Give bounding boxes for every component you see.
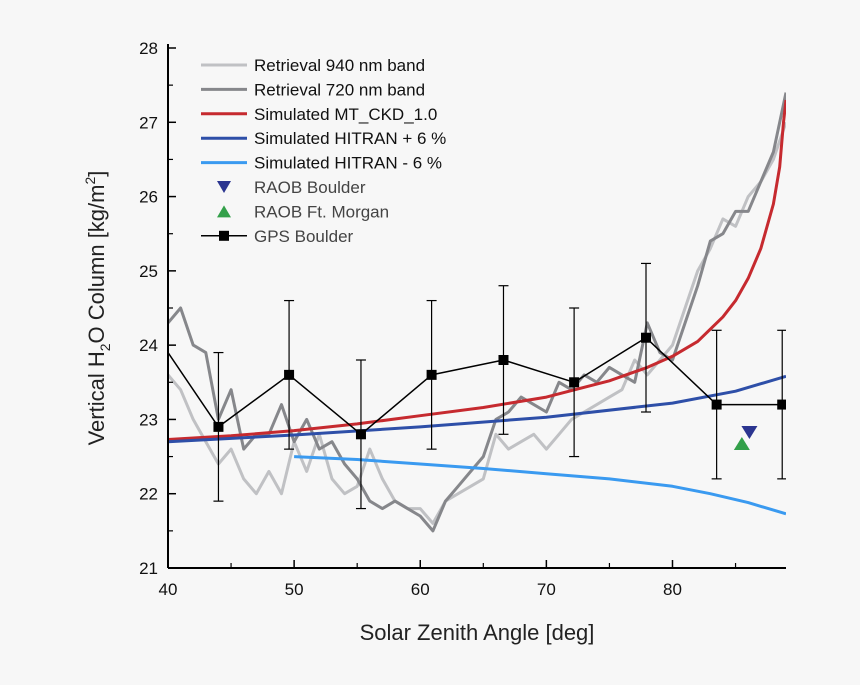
data-point-gps-boulder xyxy=(641,332,652,343)
x-tick-label: 80 xyxy=(663,580,682,599)
data-point-gps-boulder xyxy=(569,377,580,388)
data-point-raob-ft-morgan xyxy=(733,436,750,450)
series-line-retrieval-720-nm-band xyxy=(168,92,786,533)
y-tick-label: 28 xyxy=(139,39,158,58)
x-tick-label: 60 xyxy=(411,580,430,599)
series-line-gps-boulder xyxy=(168,336,783,436)
x-tick-label: 70 xyxy=(537,580,556,599)
y-tick-label: 23 xyxy=(139,410,158,429)
series-group xyxy=(168,92,786,533)
series-line-simulated-mt-ckd-1-0 xyxy=(168,99,786,441)
data-point-gps-boulder xyxy=(355,429,366,440)
legend-label: RAOB Ft. Morgan xyxy=(254,202,389,221)
x-tick-label: 40 xyxy=(159,580,178,599)
plot-area xyxy=(168,92,786,533)
legend: Retrieval 940 nm band Retrieval 720 nm ba… xyxy=(201,56,446,246)
series-line-simulated-hitran-6 xyxy=(294,455,786,516)
legend-swatch-marker xyxy=(219,230,229,241)
legend-label: RAOB Boulder xyxy=(254,178,366,197)
data-point-gps-boulder xyxy=(213,421,224,432)
y-axis-title: Vertical H2O Column [kg/m2] xyxy=(82,171,113,446)
y-tick-label: 21 xyxy=(139,559,158,578)
x-axis-title: Solar Zenith Angle [deg] xyxy=(360,620,595,645)
series-line-simulated-hitran-6 xyxy=(168,374,786,444)
legend-label: Simulated HITRAN + 6 % xyxy=(254,129,446,148)
y-tick-label: 22 xyxy=(139,485,158,504)
data-point-gps-boulder xyxy=(711,399,722,410)
y-tick-label: 26 xyxy=(139,188,158,207)
data-point-raob-boulder xyxy=(741,426,758,440)
x-tick-label: 50 xyxy=(285,580,304,599)
y-tick-label: 25 xyxy=(139,262,158,281)
legend-label: Retrieval 940 nm band xyxy=(254,56,425,75)
legend-label: Retrieval 720 nm band xyxy=(254,80,425,99)
legend-label: Simulated HITRAN - 6 % xyxy=(254,154,442,173)
series-line-retrieval-940-nm-band xyxy=(168,121,786,525)
y-tick-label: 27 xyxy=(139,113,158,132)
data-point-gps-boulder xyxy=(498,355,509,365)
y-tick-label: 24 xyxy=(139,336,158,355)
legend-label: GPS Boulder xyxy=(254,227,354,246)
legend-swatch xyxy=(217,181,231,193)
legend-label: Simulated MT_CKD_1.0 xyxy=(254,105,437,124)
data-point-gps-boulder xyxy=(426,369,437,380)
axes: 21 22 23 24 25 26 27 28 40 50 60 70 80 xyxy=(139,39,786,599)
data-point-gps-boulder xyxy=(284,369,295,380)
legend-swatch xyxy=(217,205,231,218)
data-point-gps-boulder xyxy=(777,399,786,410)
